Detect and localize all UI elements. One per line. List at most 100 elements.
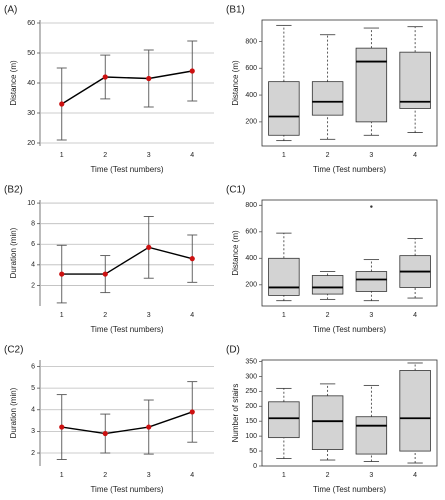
box [399,370,431,452]
panel-label: (D) [226,345,240,356]
x-axis-label: Time (Test numbers) [313,165,386,174]
point [146,424,152,430]
line [61,411,193,435]
y-tick-label: 2 [31,282,35,289]
y-tick-label: 2 [31,450,35,457]
x-tick-label: 4 [190,312,194,319]
x-tick-label: 1 [60,312,64,319]
y-tick-label: 3 [31,428,35,435]
box [355,416,388,455]
box [268,257,300,296]
y-axis-label: Duration (min) [9,227,18,278]
x-tick-label: 1 [282,472,286,479]
plot-frame [261,199,438,307]
line [61,70,193,105]
y-tick-label: 50 [249,448,257,455]
y-tick-label: 300 [245,373,257,380]
x-axis-label: Time (Test numbers) [90,165,163,174]
outlier [370,205,373,208]
y-tick-label: 250 [245,388,257,395]
y-axis-label: Distance (m) [231,60,240,106]
x-tick-label: 2 [326,152,330,159]
box [311,81,344,116]
y-axis-label: Duration (min) [9,387,18,438]
x-axis-label: Time (Test numbers) [313,485,386,494]
point [102,271,108,277]
y-tick-label: 400 [245,255,257,262]
x-axis-label: Time (Test numbers) [90,325,163,334]
x-tick-label: 3 [369,152,373,159]
x-tick-label: 1 [60,152,64,159]
y-axis-label: Distance (m) [9,60,18,106]
point [146,244,152,250]
y-tick-label: 10 [27,200,35,207]
y-tick-label: 800 [245,38,257,45]
x-tick-label: 4 [190,152,194,159]
y-tick-label: 4 [31,407,35,414]
y-tick-label: 600 [245,65,257,72]
point [102,74,108,80]
x-tick-label: 2 [326,472,330,479]
x-tick-label: 2 [103,312,107,319]
y-tick-label: 600 [245,229,257,236]
panel-label: (B2) [4,185,23,196]
y-tick-label: 8 [31,221,35,228]
y-tick-label: 30 [27,110,35,117]
point [146,75,152,82]
point [59,271,65,277]
y-tick-label: 40 [27,80,35,87]
panel: (B2) Time (Test numbers) Duration (min) 2 4 6… [4,185,214,334]
y-tick-label: 60 [27,20,35,27]
panel: (A) Time (Test numbers) Distance (m) 20 30 40… [4,5,214,174]
y-tick-label: 5 [31,385,35,392]
y-tick-label: 4 [31,262,35,269]
x-tick-label: 4 [413,312,417,319]
point [102,430,108,437]
panel-label: (A) [4,5,17,16]
point [189,68,195,74]
x-tick-label: 4 [190,472,194,479]
y-axis-label: Number of stairs [231,384,240,443]
box [268,81,300,136]
line [61,246,193,275]
x-tick-label: 1 [60,472,64,479]
plot-frame [261,359,438,467]
y-tick-label: 200 [245,282,257,289]
y-tick-label: 350 [245,358,257,365]
y-tick-label: 6 [31,363,35,370]
x-tick-label: 1 [282,152,286,159]
panel: (D) Time (Test numbers) Number of stairs 0 5… [226,345,438,494]
point [59,424,65,430]
y-tick-label: 20 [27,140,35,147]
point [189,256,195,262]
panel-label: (C1) [226,185,245,196]
x-tick-label: 1 [282,312,286,319]
panel: (B1) Time (Test numbers) Distance (m) 200 40… [226,5,438,174]
y-tick-label: 100 [245,433,257,440]
box [399,51,431,109]
x-tick-label: 3 [147,312,151,319]
x-tick-label: 3 [147,152,151,159]
panel: (C1) Time (Test numbers) Distance (m) 200 40… [226,185,438,334]
x-tick-label: 2 [326,312,330,319]
x-tick-label: 4 [413,152,417,159]
y-tick-label: 200 [245,119,257,126]
y-tick-label: 0 [253,463,257,470]
x-tick-label: 4 [413,472,417,479]
box [355,47,388,123]
point [189,409,195,415]
y-tick-label: 150 [245,418,257,425]
panel-label: (B1) [226,5,245,16]
y-tick-label: 200 [245,403,257,410]
x-tick-label: 2 [103,472,107,479]
box [355,271,388,292]
point [59,101,65,107]
box [311,275,344,295]
x-axis-label: Time (Test numbers) [90,485,163,494]
y-tick-label: 50 [27,50,35,57]
y-axis-label: Distance (m) [231,230,240,276]
plot-frame [261,19,438,147]
x-tick-label: 3 [369,312,373,319]
panel-label: (C2) [4,345,23,356]
